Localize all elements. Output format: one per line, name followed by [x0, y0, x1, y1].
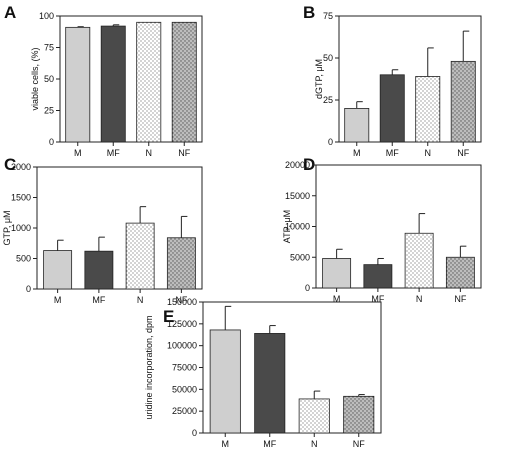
x-tick-label: MF [386, 148, 399, 158]
y-axis-label: GTP, μM [2, 210, 12, 245]
panel-letter: E [163, 307, 174, 326]
bar-m [65, 26, 91, 143]
x-tick-label: M [222, 439, 230, 449]
bar-nf [166, 237, 196, 290]
y-tick-label: 25 [44, 106, 54, 116]
y-tick-label: 0 [328, 137, 333, 147]
bar-n [415, 76, 441, 143]
bar-m [344, 108, 370, 143]
x-tick-label: M [333, 294, 341, 304]
y-tick-label: 5000 [290, 252, 310, 262]
x-tick-label: N [137, 295, 144, 305]
y-tick-label: 2000 [11, 162, 31, 172]
y-tick-label: 0 [305, 283, 310, 293]
x-tick-label: NF [353, 439, 365, 449]
bar-m [322, 258, 352, 289]
x-tick-label: M [353, 148, 361, 158]
x-tick-label: N [425, 148, 432, 158]
x-tick-label: N [311, 439, 318, 449]
panel-letter: A [4, 3, 16, 22]
x-tick-label: NF [457, 148, 469, 158]
bar-n [298, 398, 330, 434]
bar-nf [171, 21, 197, 143]
y-tick-label: 1000 [11, 223, 31, 233]
y-tick-label: 100000 [167, 341, 197, 351]
panel-b: B 0 25 50 75 dGTP, μM M MF N NF [303, 3, 482, 158]
y-tick-label: 0 [26, 284, 31, 294]
panel-a: A 0 25 50 75 100 viable cells, (%) M MF N NF [4, 3, 203, 158]
y-tick-label: 50000 [172, 384, 197, 394]
bar-m [209, 329, 241, 434]
y-tick-label: 125000 [167, 319, 197, 329]
bar-m [43, 250, 73, 290]
bar-mf [254, 333, 286, 434]
y-tick-label: 0 [192, 428, 197, 438]
bar-mf [379, 74, 405, 143]
y-tick-label: 50 [323, 53, 333, 63]
x-tick-label: N [416, 294, 423, 304]
y-tick-label: 75000 [172, 363, 197, 373]
panel-d: D 0 5000 10000 15000 20000 ATP, μM M MF N NF [282, 155, 482, 304]
x-tick-label: NF [454, 294, 466, 304]
x-tick-label: M [74, 148, 82, 158]
panel-letter: B [303, 3, 315, 22]
y-tick-label: 15000 [285, 191, 310, 201]
bar-n [136, 21, 162, 143]
panel-letter: D [303, 155, 315, 174]
y-tick-label: 150000 [167, 297, 197, 307]
x-tick-label: MF [107, 148, 120, 158]
plot-frame [338, 15, 482, 143]
bar-mf [363, 264, 393, 289]
y-tick-label: 10000 [285, 222, 310, 232]
panel-letter: C [4, 155, 16, 174]
x-tick-label: MF [92, 295, 105, 305]
x-tick-label: MF [371, 294, 384, 304]
y-tick-label: 75 [323, 11, 333, 21]
y-tick-label: 1500 [11, 193, 31, 203]
panel-e: E 0 25000 50000 75000 100000 125000 150000 uridi… [144, 297, 382, 449]
bar-nf [445, 256, 475, 289]
y-axis-label: uridine incorporation, dpm [144, 315, 154, 419]
y-tick-label: 25000 [172, 406, 197, 416]
bar-mf [84, 250, 114, 290]
x-tick-label: NF [175, 295, 187, 305]
panel-c: C 0 500 1000 1500 2000 GTP, μM M MF N NF [2, 155, 203, 305]
bar-nf [343, 395, 375, 434]
y-tick-label: 25 [323, 95, 333, 105]
y-tick-label: 0 [49, 137, 54, 147]
x-tick-label: MF [263, 439, 276, 449]
x-tick-label: M [54, 295, 62, 305]
y-tick-label: 500 [16, 254, 31, 264]
y-tick-label: 100 [39, 11, 54, 21]
x-tick-label: N [146, 148, 153, 158]
y-axis-label: dGTP, μM [314, 59, 324, 99]
bar-nf [450, 60, 476, 143]
bar-mf [100, 25, 126, 143]
y-tick-label: 75 [44, 43, 54, 53]
y-tick-label: 50 [44, 74, 54, 84]
bar-n [404, 232, 434, 289]
y-tick-label: 20000 [285, 160, 310, 170]
y-axis-label: viable cells, (%) [30, 47, 40, 110]
y-axis-label: ATP, μM [282, 210, 292, 243]
bar-n [125, 222, 155, 290]
x-tick-label: NF [178, 148, 190, 158]
